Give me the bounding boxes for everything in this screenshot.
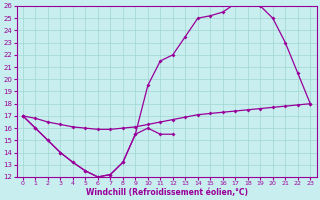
- X-axis label: Windchill (Refroidissement éolien,°C): Windchill (Refroidissement éolien,°C): [85, 188, 248, 197]
